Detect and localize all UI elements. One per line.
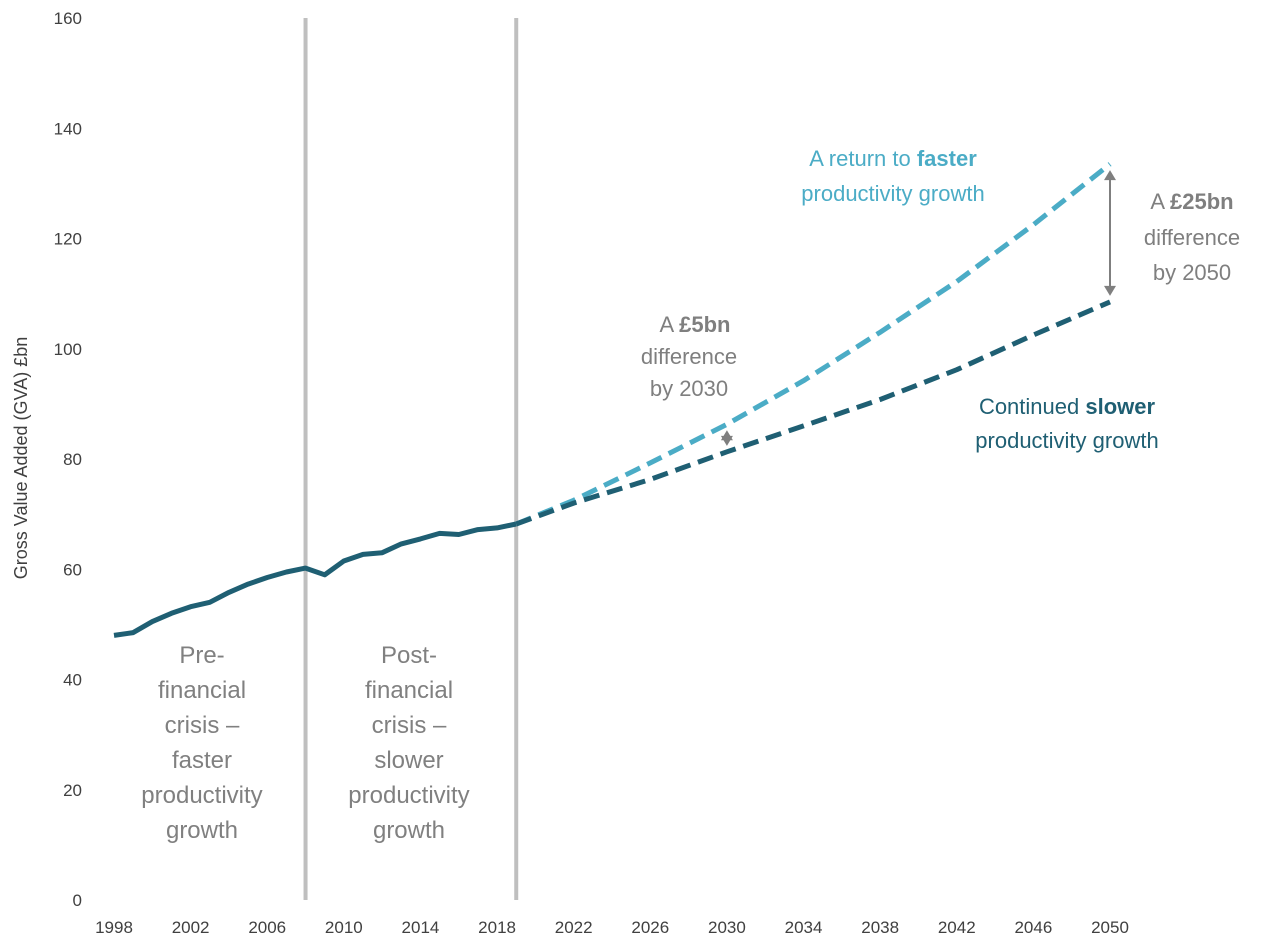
period-pre-line-6: growth	[166, 817, 238, 844]
annotation-5bn-line-1: A £5bn	[660, 312, 731, 337]
series-lines	[113, 162, 1112, 638]
faster-label-line-2: productivity growth	[801, 181, 984, 206]
y-tick-label: 100	[54, 340, 82, 359]
arrow-2030	[720, 430, 733, 446]
x-tick-label: 2022	[555, 918, 593, 937]
x-tick-label: 2034	[785, 918, 823, 937]
x-tick-label: 2050	[1091, 918, 1129, 937]
x-tick-label: 2042	[938, 918, 976, 937]
arrow-2050	[1104, 170, 1116, 296]
period-post-line-3: crisis –	[372, 712, 447, 739]
y-tick-label: 0	[73, 891, 82, 910]
annotation-25bn: A £25bn difference by 2050	[1144, 189, 1240, 285]
annotation-25bn-line-2: difference	[1144, 225, 1240, 250]
period-post-line-2: financial	[365, 677, 453, 704]
annotation-25bn-line-3: by 2050	[1153, 260, 1231, 285]
period-post-line-4: slower	[374, 747, 443, 774]
y-tick-label: 60	[63, 560, 82, 579]
x-axis-ticks: 1998 2002 2006 2010 2014 2018 2022 2026 2030 2034…	[95, 918, 1129, 937]
faster-label-line-1: A return to faster	[809, 146, 977, 171]
y-tick-label: 80	[63, 450, 82, 469]
y-axis-label: Gross Value Added (GVA) £bn	[11, 337, 31, 579]
series-line-historic	[113, 521, 517, 638]
x-tick-label: 2006	[248, 918, 286, 937]
x-tick-label: 2038	[861, 918, 899, 937]
series-line-slower	[515, 299, 1111, 527]
y-tick-label: 20	[63, 781, 82, 800]
annotation-5bn-line-2: difference	[641, 344, 737, 369]
x-tick-label: 2046	[1014, 918, 1052, 937]
period-post-line-5: productivity	[348, 782, 469, 809]
annotation-slower-growth: Continued slower productivity growth	[975, 394, 1158, 453]
period-pre-line-5: productivity	[141, 782, 262, 809]
period-dividers	[303, 18, 519, 900]
y-tick-label: 40	[63, 671, 82, 690]
y-tick-label: 160	[54, 9, 82, 28]
slower-label-line-1: Continued slower	[979, 394, 1156, 419]
y-tick-label: 140	[54, 119, 82, 138]
annotation-25bn-line-1: A £25bn	[1150, 189, 1233, 214]
x-tick-label: 2026	[631, 918, 669, 937]
x-tick-label: 2002	[172, 918, 210, 937]
period-label-pre-crisis: Pre- financial crisis – faster productiv…	[141, 642, 262, 844]
period-post-line-1: Post-	[381, 642, 437, 669]
y-tick-label: 120	[54, 230, 82, 249]
difference-arrows	[720, 170, 1116, 446]
period-pre-line-3: crisis –	[165, 712, 240, 739]
period-pre-line-1: Pre-	[179, 642, 224, 669]
x-tick-label: 2010	[325, 918, 363, 937]
slower-label-line-2: productivity growth	[975, 428, 1158, 453]
annotation-5bn: A £5bn difference by 2030	[641, 312, 737, 401]
period-pre-line-4: faster	[172, 747, 232, 774]
annotation-5bn-line-3: by 2030	[650, 376, 728, 401]
x-tick-label: 2018	[478, 918, 516, 937]
x-tick-label: 2014	[402, 918, 440, 937]
annotation-faster-growth: A return to faster productivity growth	[801, 146, 984, 206]
period-post-line-6: growth	[373, 817, 445, 844]
x-tick-label: 2030	[708, 918, 746, 937]
period-label-post-crisis: Post- financial crisis – slower producti…	[348, 642, 469, 844]
period-pre-line-2: financial	[158, 677, 246, 704]
series-line-faster	[515, 162, 1112, 527]
y-axis-ticks: 0 20 40 60 80 100 120 140 160	[54, 9, 82, 910]
x-tick-label: 1998	[95, 918, 133, 937]
